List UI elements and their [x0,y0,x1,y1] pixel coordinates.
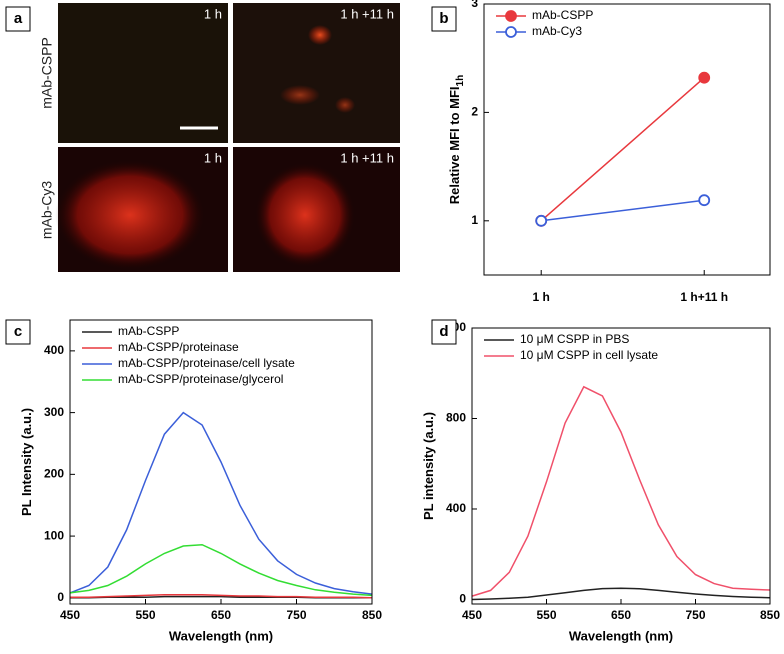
legend-label: 10 μM CSPP in cell lysate [520,348,658,362]
x-tick-label: 650 [611,608,631,622]
y-tick-label: 0 [57,590,64,604]
plot-frame [69,319,373,605]
y-tick-label: 100 [44,528,64,542]
series-line [70,593,373,599]
panel-label: d [439,323,448,340]
y-tick-label: 200 [44,467,64,481]
legend-label: mAb-CSPP [532,8,593,22]
x-axis-label: Wavelength (nm) [169,628,273,643]
plot-frame [471,327,771,605]
x-tick-label: 650 [211,608,231,622]
x-tick-label: 1 h+11 h [680,290,728,304]
micrograph [58,3,228,143]
marker [698,194,711,207]
marker [698,71,711,84]
y-axis-label-text: PL Intensity (a.u.) [19,408,34,516]
x-tick-label: 550 [135,608,155,622]
legend-label: mAb-CSPP/proteinase/glycerol [118,372,283,386]
legend-marker [505,10,517,22]
y-axis-label: Relative MFI to MFI1h [447,75,465,204]
time-label: 1 h +11 h [340,150,394,165]
signal [308,25,332,45]
x-tick-label: 450 [60,608,80,622]
marker [535,214,548,227]
legend-label: mAb-CSPP/proteinase/cell lysate [118,356,295,370]
series-line [471,587,771,601]
y-tick-label: 0 [459,592,466,606]
y-tick-label: 300 [44,405,64,419]
y-axis-label-sub: 1h [455,75,466,87]
time-label: 1 h [204,150,222,165]
panel-label: c [14,323,22,340]
panel-label-box [431,319,457,345]
y-tick-label: 400 [44,343,64,357]
y-axis-label-text: Relative MFI to MFI [447,86,462,204]
y-axis-label: PL intensity (a.u.) [421,412,436,520]
panel-label-box [431,6,457,32]
x-tick-label: 750 [685,608,705,622]
image-grid: a mAb-CSPP mAb-Cy3 1 h 1 h +11 h 1 h 1 h… [5,3,400,272]
plot-frame [483,3,771,276]
legend-label: mAb-CSPP [118,324,179,338]
x-axis-label: Wavelength (nm) [569,628,673,643]
y-tick-label: 400 [446,501,466,515]
y-axis-label-text: PL intensity (a.u.) [421,412,436,520]
x-tick-label: 450 [462,608,482,622]
signal [280,85,320,105]
x-tick-label: 550 [536,608,556,622]
time-label: 1 h +11 h [340,6,394,21]
legend-label: 10 μM CSPP in PBS [520,332,629,346]
row-label: mAb-CSPP [39,37,55,109]
row-label: mAb-Cy3 [39,181,55,240]
signal [55,160,205,270]
y-tick-label: 1 [471,213,478,227]
signal [255,163,355,267]
series-line [69,411,373,595]
series-line [69,543,373,597]
signal [335,97,355,113]
legend-marker [505,26,517,38]
y-tick-label: 3 [471,0,478,10]
x-tick-label: 750 [286,608,306,622]
time-label: 1 h [204,6,222,21]
panel-label-box [5,319,31,345]
legend-label: mAb-Cy3 [532,24,582,38]
legend-label: mAb-CSPP/proteinase [118,340,239,354]
panel-label: b [439,10,448,27]
series-line [541,199,705,222]
y-axis-label: PL Intensity (a.u.) [19,408,34,516]
y-tick-label: 800 [446,411,466,425]
x-tick-label: 1 h [533,290,550,304]
series-line [540,77,705,222]
panel-label-box [5,6,31,32]
y-tick-label: 2 [471,105,478,119]
series-line [471,385,771,597]
panel-label: a [14,10,23,27]
x-tick-label: 850 [760,608,780,622]
micrograph [233,3,400,143]
x-tick-label: 850 [362,608,382,622]
